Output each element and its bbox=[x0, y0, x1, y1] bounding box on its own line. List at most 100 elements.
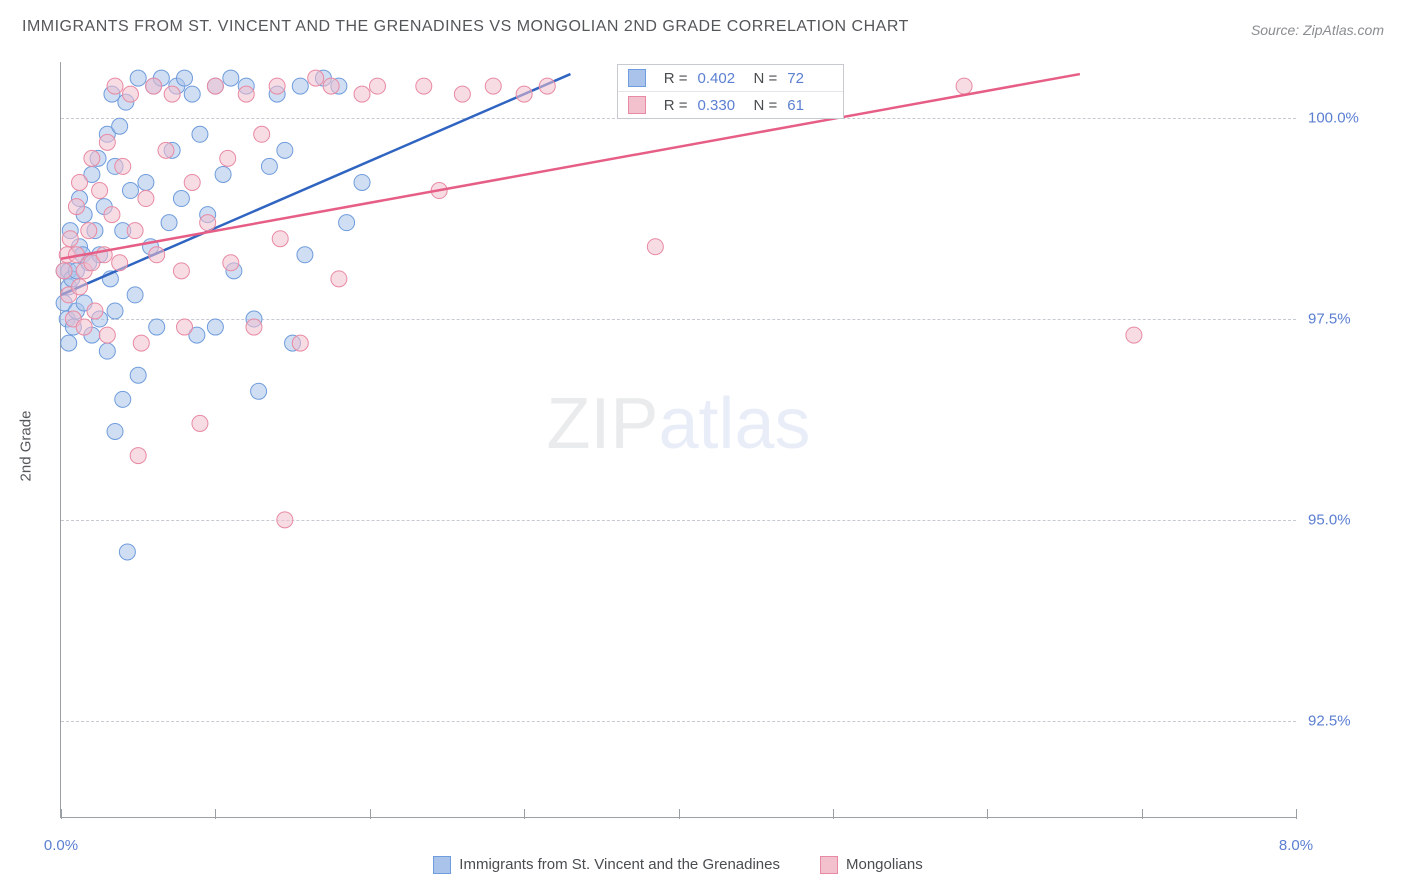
scatter-point bbox=[339, 215, 355, 231]
scatter-point bbox=[251, 383, 267, 399]
n-label: N = bbox=[754, 70, 778, 87]
scatter-point bbox=[269, 78, 285, 94]
scatter-point bbox=[369, 78, 385, 94]
scatter-point bbox=[539, 78, 555, 94]
scatter-point bbox=[184, 86, 200, 102]
scatter-point bbox=[173, 191, 189, 207]
y-tick-label: 100.0% bbox=[1308, 110, 1359, 127]
scatter-point bbox=[177, 319, 193, 335]
y-tick-label: 95.0% bbox=[1308, 511, 1351, 528]
scatter-point bbox=[119, 544, 135, 560]
legend-swatch bbox=[820, 856, 838, 874]
scatter-point bbox=[173, 263, 189, 279]
scatter-point bbox=[485, 78, 501, 94]
scatter-point bbox=[127, 287, 143, 303]
scatter-point bbox=[223, 255, 239, 271]
r-value: 0.402 bbox=[698, 70, 744, 87]
scatter-point bbox=[158, 142, 174, 158]
scatter-point bbox=[87, 303, 103, 319]
bottom-legend: Immigrants from St. Vincent and the Gren… bbox=[60, 856, 1296, 874]
scatter-point bbox=[115, 158, 131, 174]
scatter-point bbox=[149, 319, 165, 335]
scatter-point bbox=[1126, 327, 1142, 343]
scatter-point bbox=[130, 70, 146, 86]
chart-title: IMMIGRANTS FROM ST. VINCENT AND THE GREN… bbox=[22, 18, 909, 36]
y-axis-label: 2nd Grade bbox=[18, 411, 35, 482]
scatter-point bbox=[331, 271, 347, 287]
scatter-point bbox=[122, 86, 138, 102]
scatter-point bbox=[277, 142, 293, 158]
scatter-point bbox=[161, 215, 177, 231]
scatter-point bbox=[122, 183, 138, 199]
scatter-point bbox=[130, 367, 146, 383]
x-tick-label: 0.0% bbox=[44, 837, 78, 854]
n-value: 61 bbox=[787, 97, 833, 114]
scatter-point bbox=[107, 423, 123, 439]
scatter-point bbox=[207, 319, 223, 335]
r-label: R = bbox=[664, 97, 688, 114]
scatter-point bbox=[61, 335, 77, 351]
n-value: 72 bbox=[787, 70, 833, 87]
legend-swatch bbox=[628, 69, 646, 87]
legend-item: Mongolians bbox=[820, 856, 923, 874]
scatter-point bbox=[254, 126, 270, 142]
x-tick-label: 8.0% bbox=[1279, 837, 1313, 854]
scatter-point bbox=[238, 86, 254, 102]
scatter-point bbox=[215, 166, 231, 182]
scatter-point bbox=[956, 78, 972, 94]
scatter-point bbox=[207, 78, 223, 94]
scatter-point bbox=[416, 78, 432, 94]
scatter-point bbox=[133, 335, 149, 351]
r-label: R = bbox=[664, 70, 688, 87]
scatter-point bbox=[200, 215, 216, 231]
scatter-point bbox=[112, 118, 128, 134]
scatter-point bbox=[184, 174, 200, 190]
scatter-point bbox=[220, 150, 236, 166]
scatter-point bbox=[149, 247, 165, 263]
scatter-point bbox=[192, 126, 208, 142]
y-tick-label: 92.5% bbox=[1308, 712, 1351, 729]
stats-row: R = 0.330 N = 61 bbox=[618, 91, 844, 118]
legend-item: Immigrants from St. Vincent and the Gren… bbox=[433, 856, 780, 874]
scatter-point bbox=[99, 327, 115, 343]
y-tick-label: 97.5% bbox=[1308, 311, 1351, 328]
scatter-point bbox=[292, 78, 308, 94]
scatter-point bbox=[516, 86, 532, 102]
x-tick-mark bbox=[1296, 809, 1297, 819]
scatter-point bbox=[56, 263, 72, 279]
scatter-point bbox=[104, 207, 120, 223]
scatter-point bbox=[177, 70, 193, 86]
legend-swatch bbox=[433, 856, 451, 874]
correlation-stats-box: R = 0.402 N = 72 R = 0.330 N = 61 bbox=[617, 64, 845, 119]
trend-line bbox=[61, 74, 1080, 259]
scatter-point bbox=[81, 223, 97, 239]
scatter-point bbox=[127, 223, 143, 239]
scatter-point bbox=[454, 86, 470, 102]
scatter-point bbox=[72, 279, 88, 295]
stats-row: R = 0.402 N = 72 bbox=[618, 65, 844, 91]
source-attribution: Source: ZipAtlas.com bbox=[1251, 22, 1384, 38]
scatter-point bbox=[72, 174, 88, 190]
legend-label: Immigrants from St. Vincent and the Gren… bbox=[459, 856, 780, 873]
scatter-point bbox=[112, 255, 128, 271]
scatter-point bbox=[164, 86, 180, 102]
scatter-point bbox=[308, 70, 324, 86]
scatter-point bbox=[223, 70, 239, 86]
scatter-point bbox=[107, 78, 123, 94]
legend-swatch bbox=[628, 96, 646, 114]
scatter-point bbox=[246, 319, 262, 335]
n-label: N = bbox=[754, 97, 778, 114]
scatter-point bbox=[68, 199, 84, 215]
scatter-point bbox=[130, 448, 146, 464]
scatter-point bbox=[107, 303, 123, 319]
legend-label: Mongolians bbox=[846, 856, 923, 873]
scatter-point bbox=[354, 86, 370, 102]
scatter-point bbox=[92, 183, 108, 199]
scatter-point bbox=[62, 231, 78, 247]
plot-area: ZIPatlas R =0.402N =72R =0.330N =61 92.5… bbox=[60, 62, 1296, 818]
scatter-point bbox=[292, 335, 308, 351]
scatter-svg bbox=[61, 62, 1296, 817]
r-value: 0.330 bbox=[698, 97, 744, 114]
scatter-point bbox=[647, 239, 663, 255]
scatter-point bbox=[261, 158, 277, 174]
